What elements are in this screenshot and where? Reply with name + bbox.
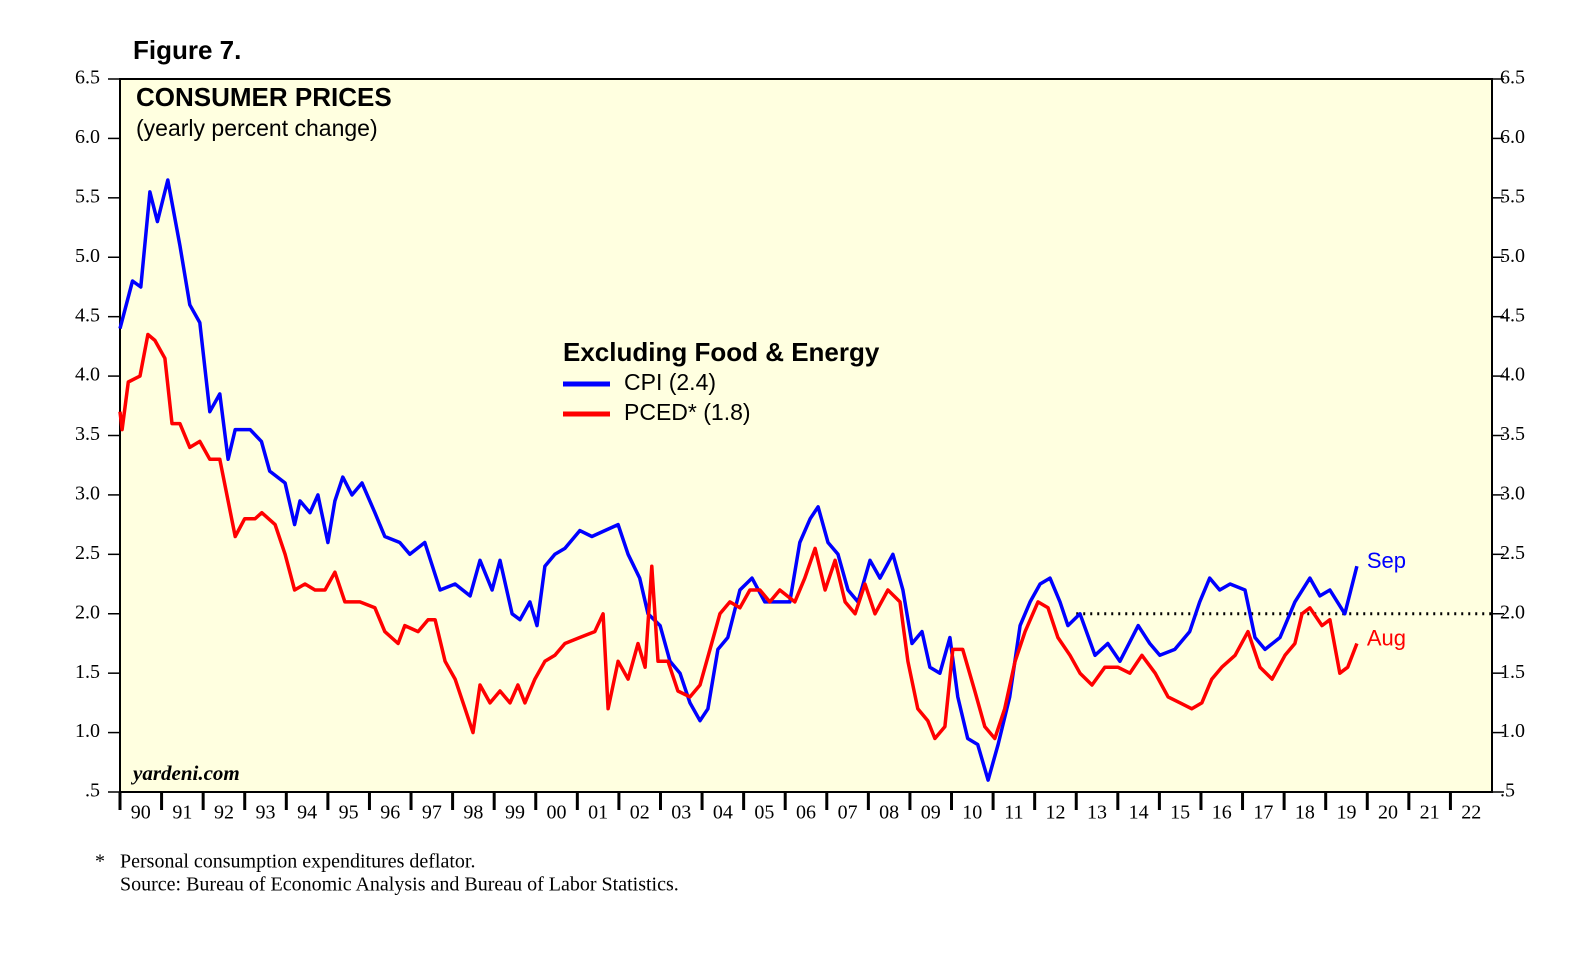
x-tick-label: 17 — [1253, 802, 1273, 824]
x-tick-label: 16 — [1212, 802, 1232, 824]
y2-tick-label: 4.5 — [1500, 304, 1525, 326]
x-tick-label: 18 — [1295, 802, 1315, 824]
x-tick-label: 15 — [1170, 802, 1190, 824]
y-tick-label: 6.0 — [75, 126, 100, 148]
x-tick-label: 07 — [838, 802, 858, 824]
x-tick-label: 90 — [131, 802, 151, 824]
series-line — [118, 332, 1359, 741]
x-tick-label: 21 — [1420, 802, 1440, 824]
x-tick-label: 05 — [754, 802, 774, 824]
y-tick-label: 3.0 — [75, 483, 100, 505]
y2-tick-label: .5 — [1500, 780, 1515, 802]
x-tick-label: 95 — [339, 802, 359, 824]
chart-subtitle: (yearly percent change) — [136, 115, 378, 141]
x-tick-label: 14 — [1129, 802, 1149, 824]
x-tick-label: 11 — [1004, 802, 1023, 824]
y2-tick-label: 2.5 — [1500, 542, 1525, 564]
watermark: yardeni.com — [130, 761, 240, 785]
legend-title: Excluding Food & Energy — [563, 337, 880, 367]
legend-label: PCED* (1.8) — [624, 399, 751, 425]
y-tick-label: 6.5 — [75, 67, 100, 89]
y2-tick-label: 3.0 — [1500, 483, 1525, 505]
y2-tick-label: 1.5 — [1500, 661, 1525, 683]
plot-area — [119, 78, 1493, 793]
y2-tick-label: 4.0 — [1500, 364, 1525, 386]
x-tick-label: 06 — [796, 802, 816, 824]
x-tick-label: 92 — [214, 802, 234, 824]
x-tick-label: 08 — [879, 802, 899, 824]
y-tick-label: 4.0 — [75, 364, 100, 386]
legend-label: CPI (2.4) — [624, 369, 716, 395]
x-tick-label: 98 — [463, 802, 483, 824]
y-tick-label: 1.5 — [75, 661, 100, 683]
x-tick-label: 91 — [172, 802, 192, 824]
y-tick-label: 2.0 — [75, 601, 100, 623]
x-tick-label: 99 — [505, 802, 525, 824]
chart-title: CONSUMER PRICES — [136, 82, 392, 112]
y2-tick-label: 6.5 — [1500, 67, 1525, 89]
y2-tick-label: 5.5 — [1500, 185, 1525, 207]
y2-tick-label: 3.5 — [1500, 423, 1525, 445]
x-tick-label: 19 — [1336, 802, 1356, 824]
figure-label: Figure 7. — [133, 35, 241, 65]
x-tick-label: 22 — [1461, 802, 1481, 824]
footnote: Personal consumption expenditures deflat… — [120, 851, 475, 873]
y-tick-label: 1.0 — [75, 720, 100, 742]
y2-tick-label: 5.0 — [1500, 245, 1525, 267]
x-tick-label: 97 — [422, 802, 442, 824]
y-tick-label: .5 — [85, 780, 100, 802]
footnote-marker: * — [95, 851, 105, 873]
source-note: Source: Bureau of Economic Analysis and … — [120, 874, 679, 896]
x-tick-label: 09 — [921, 802, 941, 824]
x-tick-label: 20 — [1378, 802, 1398, 824]
y-tick-label: 5.5 — [75, 185, 100, 207]
x-tick-label: 94 — [297, 802, 317, 824]
x-tick-label: 10 — [962, 802, 982, 824]
x-tick-label: 00 — [547, 802, 567, 824]
end-label: Sep — [1367, 548, 1406, 573]
x-tick-label: 04 — [713, 802, 733, 824]
x-tick-label: 12 — [1045, 802, 1065, 824]
x-tick-label: 96 — [380, 802, 400, 824]
y-tick-label: 3.5 — [75, 423, 100, 445]
y2-tick-label: 2.0 — [1500, 601, 1525, 623]
x-tick-label: 13 — [1087, 802, 1107, 824]
y2-tick-label: 6.0 — [1500, 126, 1525, 148]
end-label: Aug — [1367, 625, 1406, 650]
x-tick-label: 02 — [630, 802, 650, 824]
x-tick-label: 03 — [671, 802, 691, 824]
y-tick-label: 4.5 — [75, 304, 100, 326]
y-tick-label: 2.5 — [75, 542, 100, 564]
x-tick-label: 93 — [256, 802, 276, 824]
series-line — [118, 178, 1359, 782]
y-tick-label: 5.0 — [75, 245, 100, 267]
y2-tick-label: 1.0 — [1500, 720, 1525, 742]
x-tick-label: 01 — [588, 802, 608, 824]
